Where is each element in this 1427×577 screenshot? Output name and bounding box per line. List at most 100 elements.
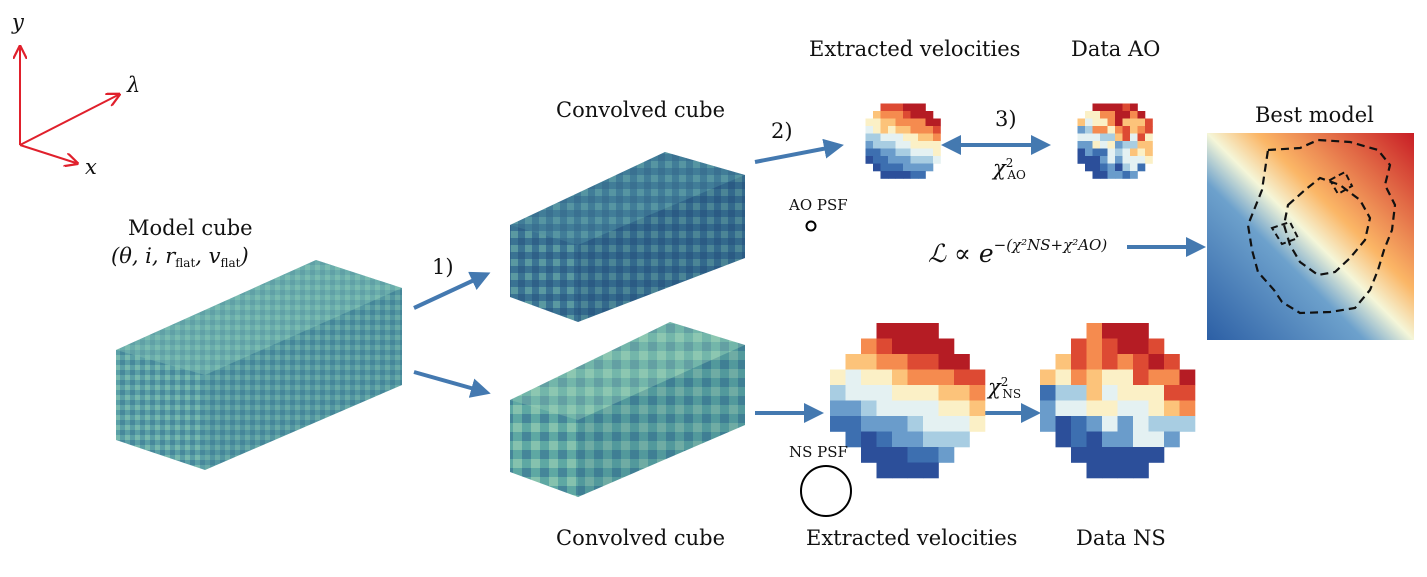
velocity-map-ns-data xyxy=(1040,323,1196,479)
map-pixel xyxy=(969,369,986,386)
ns-psf-label: NS PSF xyxy=(789,443,848,461)
map-pixel xyxy=(933,156,941,164)
map-pixel xyxy=(1055,369,1072,386)
map-pixel xyxy=(969,385,986,401)
map-pixel xyxy=(923,416,939,432)
map-pixel xyxy=(1122,156,1131,164)
map-pixel xyxy=(1085,163,1093,172)
map-pixel xyxy=(925,148,934,157)
map-pixel xyxy=(888,171,896,179)
map-pixel xyxy=(938,338,955,355)
map-pixel xyxy=(907,447,924,463)
map-pixel xyxy=(880,148,889,157)
map-pixel xyxy=(1092,156,1101,164)
ao-psf-circle xyxy=(805,220,817,232)
map-pixel xyxy=(876,369,893,386)
map-pixel xyxy=(865,126,874,134)
map-pixel xyxy=(861,369,877,386)
map-pixel xyxy=(1102,400,1118,417)
map-pixel xyxy=(1117,431,1134,448)
map-pixel xyxy=(1040,385,1056,401)
map-pixel xyxy=(907,323,924,339)
map-pixel xyxy=(876,447,893,463)
map-pixel xyxy=(888,118,896,127)
map-pixel xyxy=(923,323,939,339)
map-pixel xyxy=(954,400,970,417)
map-pixel xyxy=(907,385,924,401)
map-pixel xyxy=(880,103,889,112)
map-pixel xyxy=(892,400,908,417)
map-pixel xyxy=(1071,400,1087,417)
ao-data-label: Data AO xyxy=(1071,37,1161,61)
map-pixel xyxy=(876,385,893,401)
map-pixel xyxy=(1071,338,1087,355)
model-cube-title: Model cube xyxy=(128,216,253,240)
map-pixel xyxy=(1085,156,1093,164)
map-pixel xyxy=(1145,156,1153,164)
map-pixel xyxy=(861,385,877,401)
map-pixel xyxy=(933,118,941,127)
map-pixel xyxy=(1122,118,1131,127)
velocity-map-ao-model xyxy=(865,103,941,179)
map-pixel xyxy=(1145,148,1153,157)
map-pixel xyxy=(1130,141,1138,149)
map-pixel xyxy=(938,354,955,370)
map-pixel xyxy=(1115,103,1123,112)
convolved-cube-bottom-label: Convolved cube xyxy=(556,526,726,550)
map-pixel xyxy=(895,163,904,172)
map-pixel xyxy=(918,163,926,172)
map-pixel xyxy=(830,369,846,386)
arrow-step1-top xyxy=(413,271,491,310)
map-pixel xyxy=(933,133,941,142)
map-pixel xyxy=(1133,338,1149,355)
map-pixel xyxy=(888,126,896,134)
map-pixel xyxy=(1092,126,1101,134)
map-pixel xyxy=(1085,126,1093,134)
map-pixel xyxy=(923,338,939,355)
map-pixel xyxy=(1071,385,1087,401)
map-pixel xyxy=(954,416,970,432)
map-pixel xyxy=(1115,111,1123,119)
map-pixel xyxy=(1040,369,1056,386)
convolved-cube-top-label: Convolved cube xyxy=(556,98,726,122)
map-pixel xyxy=(933,148,941,157)
map-pixel xyxy=(873,148,881,157)
map-pixel xyxy=(1100,148,1108,157)
map-pixel xyxy=(876,416,893,432)
map-pixel xyxy=(938,400,955,417)
map-pixel xyxy=(1092,111,1101,119)
arrow-step2 xyxy=(754,138,844,164)
map-pixel xyxy=(888,103,896,112)
map-pixel xyxy=(910,171,919,179)
step-1-label: 1) xyxy=(432,255,454,279)
map-pixel xyxy=(1102,354,1118,370)
map-pixel xyxy=(1055,354,1072,370)
map-pixel xyxy=(1071,369,1087,386)
map-pixel xyxy=(873,156,881,164)
map-pixel xyxy=(925,126,934,134)
map-pixel xyxy=(923,400,939,417)
map-pixel xyxy=(1137,141,1146,149)
convolved-cube-top xyxy=(510,152,745,322)
map-pixel xyxy=(873,141,881,149)
map-pixel xyxy=(1092,171,1101,179)
map-pixel xyxy=(895,126,904,134)
map-pixel xyxy=(892,369,908,386)
map-pixel xyxy=(1100,103,1108,112)
map-pixel xyxy=(880,141,889,149)
map-pixel xyxy=(1055,385,1072,401)
map-pixel xyxy=(903,111,911,119)
map-pixel xyxy=(1086,338,1103,355)
map-pixel xyxy=(1102,338,1118,355)
map-pixel xyxy=(1145,141,1153,149)
map-pixel xyxy=(1055,416,1072,432)
arrow-step1-bottom xyxy=(413,370,491,398)
map-pixel xyxy=(1148,400,1165,417)
map-pixel xyxy=(1077,156,1086,164)
map-pixel xyxy=(933,141,941,149)
map-pixel xyxy=(1133,462,1149,479)
map-pixel xyxy=(1130,118,1138,127)
step-3-label: 3) xyxy=(995,107,1017,131)
map-pixel xyxy=(1040,416,1056,432)
